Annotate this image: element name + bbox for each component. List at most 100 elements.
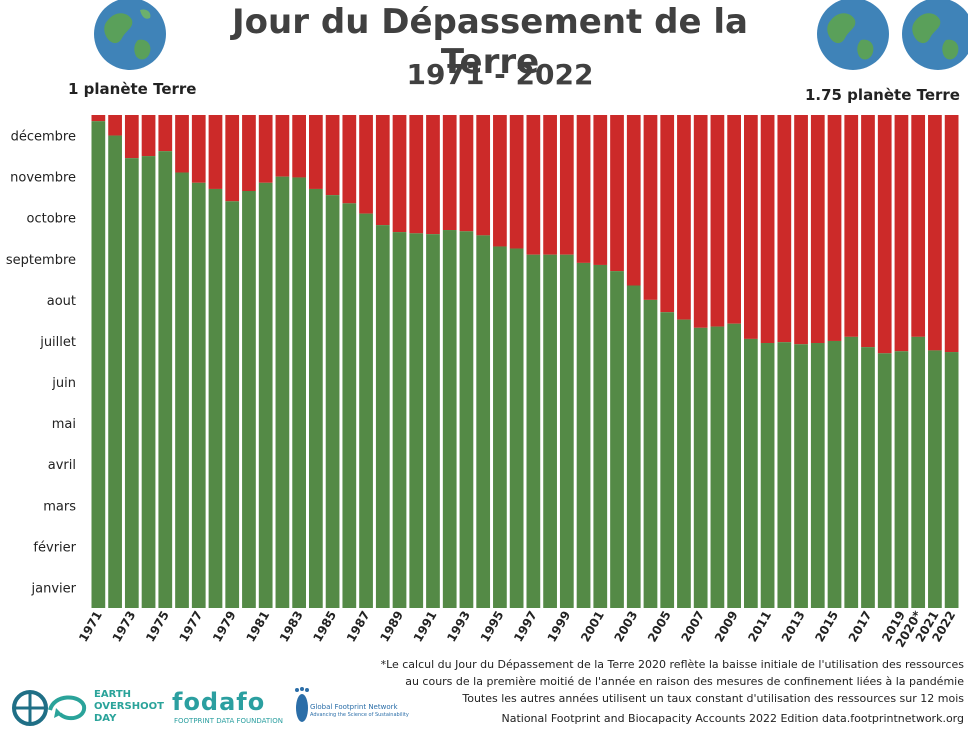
left-planet-label: 1 planète Terre xyxy=(68,80,197,98)
y-tick-label: décembre xyxy=(11,130,76,145)
x-tick-label: 1995 xyxy=(478,609,507,645)
overshoot-bar-1974 xyxy=(141,115,156,157)
resource-bar-1985 xyxy=(325,195,340,609)
earth-overshoot-day-logo-icon xyxy=(12,690,87,726)
x-tick-label: 1987 xyxy=(344,609,373,645)
resource-bar-1983 xyxy=(292,177,306,609)
overshoot-bar-2003 xyxy=(626,115,641,286)
fodafo-logo-subtitle: FOOTPRINT DATA FOUNDATION xyxy=(174,717,283,725)
overshoot-bar-1996 xyxy=(509,115,524,249)
resource-bar-1971 xyxy=(91,121,106,608)
y-tick-label: novembre xyxy=(10,171,76,186)
x-tick-label: 1989 xyxy=(377,609,406,645)
resource-bar-1999 xyxy=(559,254,574,608)
eod-logo-line: DAY xyxy=(94,713,117,724)
x-tick-label: 2003 xyxy=(612,609,641,645)
x-tick-label: 1985 xyxy=(310,609,339,645)
resource-bar-1986 xyxy=(342,203,357,608)
resource-bar-2020 xyxy=(911,336,926,608)
page-title: Jour du Dépassement de la Terre xyxy=(232,2,748,82)
overshoot-bar-1985 xyxy=(325,115,340,196)
overshoot-bar-1972 xyxy=(108,115,122,136)
overshoot-bar-1981 xyxy=(258,115,273,183)
x-tick-label: 2009 xyxy=(712,609,741,645)
overshoot-bar-1984 xyxy=(309,115,323,189)
overshoot-bar-1971 xyxy=(91,115,106,122)
resource-bar-2011 xyxy=(760,343,775,608)
overshoot-bar-1992 xyxy=(442,115,457,231)
overshoot-bar-1993 xyxy=(459,115,474,232)
resource-bar-1974 xyxy=(141,156,156,609)
x-tick-label: 1975 xyxy=(143,609,172,645)
overshoot-bar-1975 xyxy=(158,115,173,152)
overshoot-bar-2004 xyxy=(643,115,658,300)
resource-bar-2009 xyxy=(727,323,741,608)
x-tick-label: 1979 xyxy=(210,609,239,645)
overshoot-bar-1987 xyxy=(359,115,373,214)
overshoot-bar-2019 xyxy=(894,115,909,352)
overshoot-bar-1991 xyxy=(426,115,440,235)
resource-bar-1976 xyxy=(175,172,189,608)
resource-bar-2002 xyxy=(610,271,624,608)
overshoot-bar-2008 xyxy=(710,115,725,327)
overshoot-bar-2001 xyxy=(593,115,608,265)
resource-bar-1991 xyxy=(426,234,440,608)
x-tick-label: 1993 xyxy=(444,609,473,645)
x-tick-label: 1997 xyxy=(511,609,540,645)
overshoot-bar-2011 xyxy=(760,115,775,344)
overshoot-bar-1983 xyxy=(292,115,306,178)
resource-bar-1975 xyxy=(158,151,173,609)
globe-right-2-icon xyxy=(902,0,968,70)
resource-bar-1979 xyxy=(225,201,240,608)
resource-bar-2001 xyxy=(593,264,608,608)
globe-left-icon xyxy=(94,0,166,70)
overshoot-bar-2015 xyxy=(827,115,842,341)
overshoot-bar-2014 xyxy=(810,115,825,344)
resource-bar-2013 xyxy=(794,344,808,608)
overshoot-bar-1990 xyxy=(409,115,424,234)
x-tick-label: 1983 xyxy=(277,609,306,645)
resource-bar-2000 xyxy=(576,262,591,608)
resource-bar-2005 xyxy=(660,312,675,608)
gfn-logo-text: Global Footprint Network xyxy=(310,703,398,711)
resource-bar-1980 xyxy=(242,191,256,609)
x-tick-label: 1999 xyxy=(545,609,574,645)
overshoot-bar-1979 xyxy=(225,115,240,202)
fodafo-logo: fodafo xyxy=(172,688,266,716)
y-tick-label: aout xyxy=(47,294,76,309)
x-tick-label: 2011 xyxy=(745,609,774,645)
eod-logo-text: EARTH OVERSHOOT DAY xyxy=(94,689,164,725)
overshoot-bar-2021 xyxy=(928,115,942,351)
resource-bar-1998 xyxy=(543,254,557,608)
resource-bar-1994 xyxy=(476,235,491,609)
source-text: National Footprint and Biocapacity Accou… xyxy=(501,712,964,725)
overshoot-bar-1978 xyxy=(208,115,223,189)
resource-bar-1992 xyxy=(442,230,457,609)
overshoot-bar-2012 xyxy=(777,115,792,343)
resource-bar-2004 xyxy=(643,299,658,608)
resource-bar-1987 xyxy=(359,213,373,608)
overshoot-bar-2022 xyxy=(944,115,959,353)
overshoot-bar-2010 xyxy=(744,115,758,339)
overshoot-bar-1998 xyxy=(543,115,557,255)
overshoot-bar-1977 xyxy=(191,115,206,183)
x-tick-label: 1973 xyxy=(110,609,139,645)
overshoot-bar-1997 xyxy=(526,115,541,255)
x-tick-label: 2013 xyxy=(779,609,808,645)
resource-bar-2017 xyxy=(861,347,875,608)
resource-bar-2010 xyxy=(744,338,758,608)
overshoot-bar-2016 xyxy=(844,115,859,337)
resource-bar-1978 xyxy=(208,188,223,608)
y-tick-label: mai xyxy=(52,417,76,432)
right-planet-label: 1.75 planète Terre xyxy=(804,86,960,104)
resource-bar-2018 xyxy=(877,353,892,608)
overshoot-bar-2013 xyxy=(794,115,808,345)
y-tick-label: mars xyxy=(43,499,76,514)
resource-bar-2016 xyxy=(844,336,859,608)
overshoot-bar-1976 xyxy=(175,115,189,173)
resource-bar-2006 xyxy=(677,319,691,608)
overshoot-bar-2009 xyxy=(727,115,741,324)
gfn-logo-tagline: Advancing the Science of Sustainability xyxy=(310,712,409,718)
footnote: *Le calcul du Jour du Dépassement de la … xyxy=(344,656,964,707)
overshoot-bar-1982 xyxy=(275,115,290,177)
